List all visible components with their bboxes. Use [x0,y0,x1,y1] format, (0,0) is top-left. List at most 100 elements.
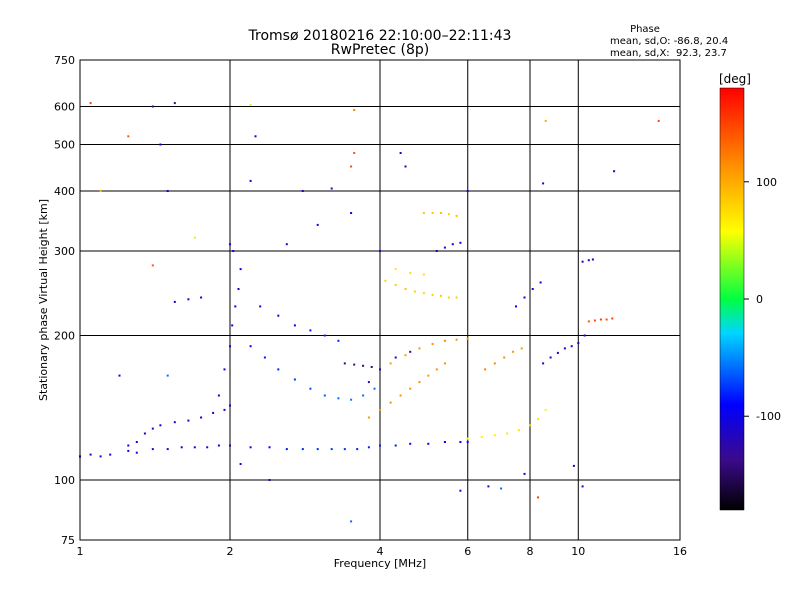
echo-point [229,404,231,407]
echo-point [143,432,146,435]
echo-point [556,351,559,354]
echo-point [323,394,326,397]
echo-point [166,190,169,192]
echo-point [480,435,483,438]
echo-point [277,368,280,371]
echo-point [599,318,602,321]
echo-point [353,109,356,111]
echo-point [427,442,430,445]
echo-point [399,152,402,154]
phase-heading: Phase [630,24,660,35]
echo-point [263,356,266,359]
echo-point [506,432,509,435]
echo-point [337,397,340,400]
echo-point [439,294,442,297]
echo-point [389,362,392,365]
phase-x-stats: mean, sd,X: 92.3, 23.7 [610,48,727,59]
echo-point [563,347,566,350]
echo-point [435,368,438,371]
echo-point [127,135,130,138]
echo-point [159,143,162,146]
echo-point [173,421,176,424]
echo-point [173,300,176,303]
echo-point [223,408,226,411]
colorbar-tick-label: 0 [756,293,763,306]
echo-point [337,339,340,342]
y-tick-label: 750 [54,54,75,67]
echo-point [466,441,469,443]
echo-point [399,394,402,397]
echo-point [542,362,545,365]
echo-point [413,290,416,293]
echo-point [493,362,496,365]
echo-point [591,258,594,261]
echo-point [394,356,397,359]
y-tick-label: 200 [54,330,75,343]
echo-point [435,250,438,252]
x-axis-label: Frequency [MHz] [334,557,426,570]
echo-point [515,305,517,308]
echo-point [422,292,425,295]
echo-point [572,464,575,467]
echo-point [409,350,412,353]
x-tick-label: 4 [377,545,384,558]
echo-point [309,387,312,390]
colorbar-label: [deg] [719,72,751,86]
echo-point [151,264,154,267]
x-tick-label: 1 [77,545,84,558]
echo-point [512,350,515,353]
echo-point [466,337,469,340]
y-tick-label: 500 [54,139,75,152]
echo-point [193,236,196,239]
echo-point [581,485,584,488]
echo-point [459,241,462,244]
echo-point [466,437,469,440]
echo-point [427,374,430,377]
echo-point [605,318,608,321]
echo-point [409,272,412,274]
echo-point [127,444,130,447]
y-tick-label: 300 [54,245,75,258]
echo-point [301,190,304,192]
echo-point [356,448,359,451]
echo-point [229,243,231,246]
echo-point [459,441,462,443]
echo-point [418,347,421,350]
echo-point [657,119,660,122]
echo-point [293,324,296,327]
echo-point [379,368,381,371]
echo-point [109,453,112,456]
echo-point [268,446,271,449]
echo-point [99,455,102,458]
echo-point [418,381,421,384]
echo-point [404,288,407,290]
echo-point [350,520,353,523]
echo-point [394,444,397,447]
echo-point [127,449,130,452]
echo-point [239,463,242,465]
echo-point [118,374,121,377]
echo-point [151,427,154,430]
echo-point [249,103,252,106]
echo-point [223,368,226,371]
echo-point [187,298,190,301]
x-tick-label: 8 [527,545,534,558]
echo-point [503,356,506,359]
plot-frame [79,59,681,541]
echo-point [234,305,237,308]
echo-point [577,342,580,344]
echo-point [330,187,333,190]
echo-point [249,345,252,348]
echo-point [200,416,203,419]
echo-point [89,102,92,105]
echo-point [379,408,381,411]
echo-point [570,345,573,348]
echo-point [531,288,534,290]
echo-point [350,165,353,168]
x-tick-label: 10 [571,545,585,558]
echo-point [542,182,545,185]
phase-o-stats: mean, sd,O: -86.8, 20.4 [610,36,728,47]
y-axis-ticks: 75 100 200 300 400 500 600 750 [54,54,75,547]
echo-point [455,296,458,299]
echo-point [159,424,162,427]
